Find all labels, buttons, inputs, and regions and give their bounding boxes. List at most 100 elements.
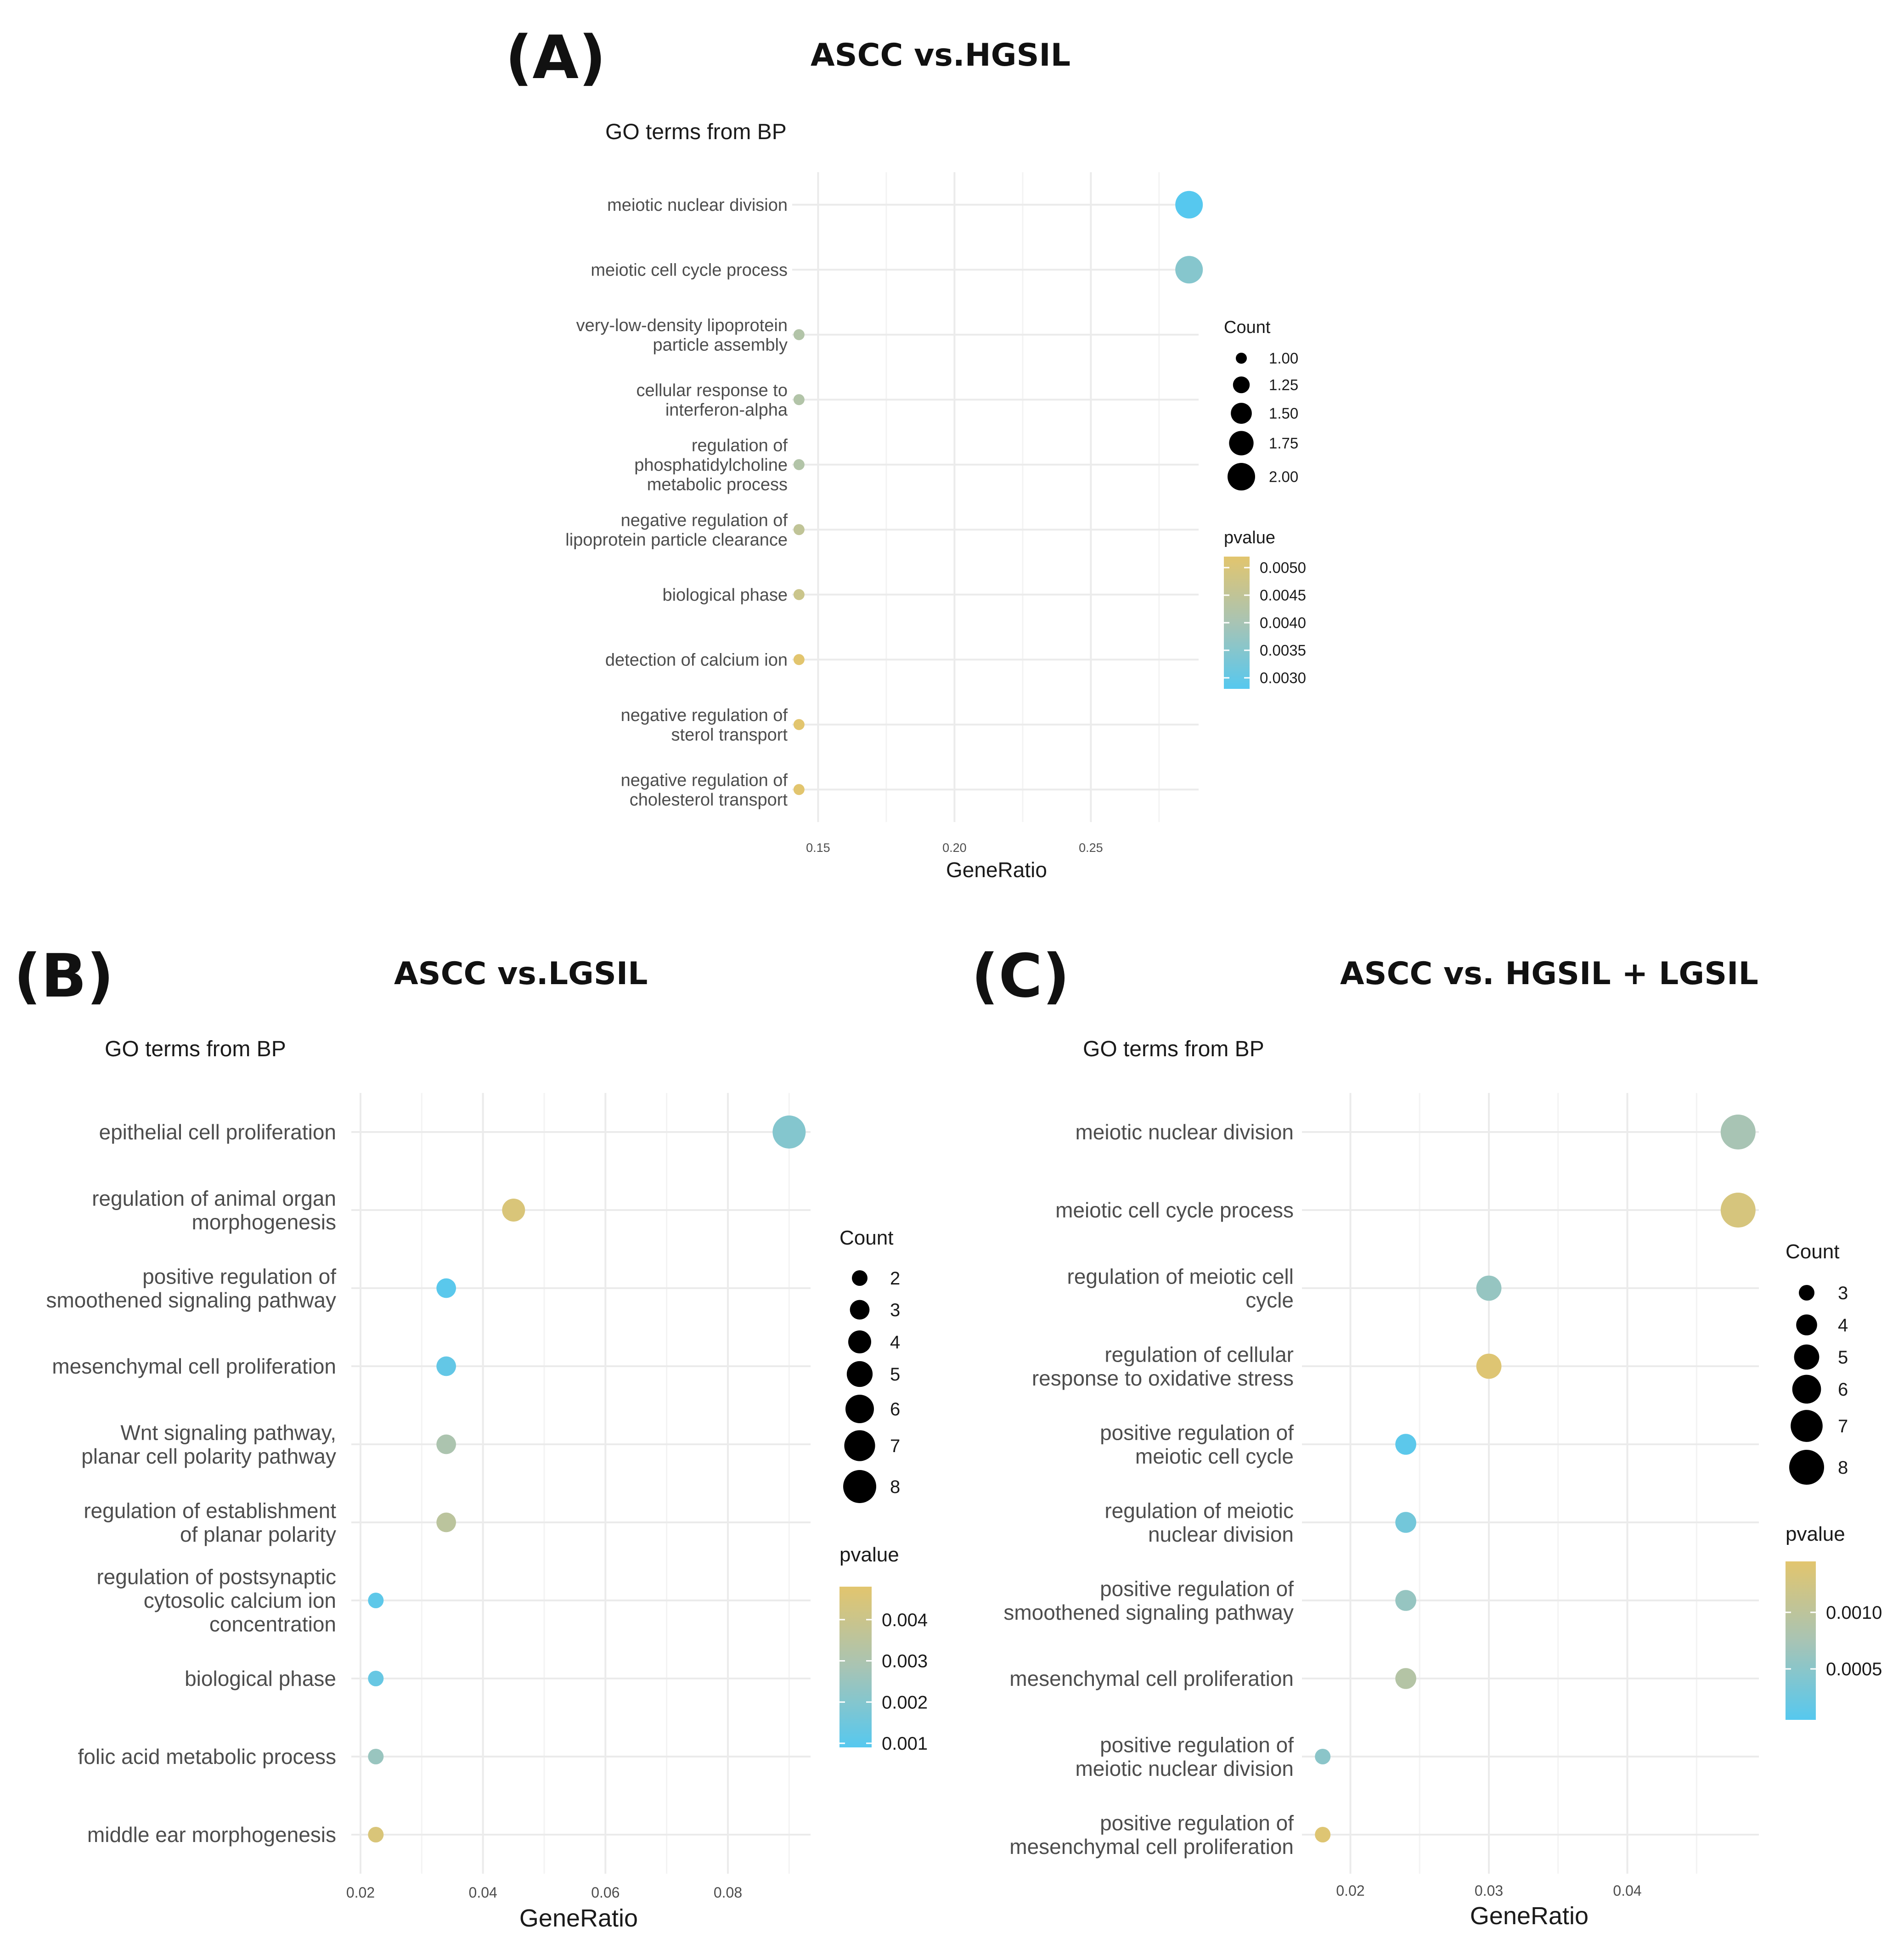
category-label: negative regulation of lipoprotein partic… bbox=[565, 511, 788, 550]
data-point bbox=[1175, 256, 1203, 284]
count-legend-dot bbox=[1228, 463, 1255, 490]
count-legend-label: 6 bbox=[1838, 1380, 1848, 1400]
count-legend-dot bbox=[1231, 403, 1252, 424]
category-label: regulation of cellular response to oxidat… bbox=[1032, 1342, 1294, 1390]
count-legend-dot bbox=[844, 1430, 875, 1461]
pvalue-legend-label: 0.0050 bbox=[1260, 559, 1306, 576]
category-label: cellular response to interferon-alpha bbox=[636, 381, 788, 420]
count-legend-label: 1.75 bbox=[1269, 435, 1298, 452]
category-label: meiotic cell cycle process bbox=[591, 261, 788, 280]
x-tick-label: 0.02 bbox=[1336, 1882, 1364, 1899]
x-axis-label: GeneRatio bbox=[1470, 1902, 1589, 1930]
data-point bbox=[793, 654, 805, 665]
category-label: folic acid metabolic process bbox=[78, 1745, 336, 1769]
count-legend-dot bbox=[845, 1395, 874, 1423]
count-legend-dot bbox=[1233, 376, 1250, 394]
category-label: Wnt signaling pathway, planar cell polari… bbox=[81, 1420, 336, 1468]
category-label: negative regulation of cholesterol transp… bbox=[621, 771, 788, 810]
count-legend-label: 3 bbox=[1838, 1283, 1848, 1303]
data-point bbox=[793, 784, 805, 795]
x-tick-label: 0.03 bbox=[1475, 1882, 1503, 1899]
category-label: biological phase bbox=[185, 1667, 336, 1690]
data-point bbox=[1315, 1749, 1331, 1764]
count-legend-title: Count bbox=[1786, 1240, 1839, 1263]
pvalue-legend-label: 0.0035 bbox=[1260, 642, 1306, 659]
count-legend-dot bbox=[1796, 1314, 1817, 1335]
x-tick-label: 0.06 bbox=[591, 1884, 620, 1901]
count-legend-dot bbox=[846, 1361, 873, 1387]
data-point bbox=[1175, 191, 1203, 219]
data-point bbox=[368, 1827, 384, 1842]
data-point bbox=[368, 1749, 384, 1764]
data-point bbox=[1395, 1668, 1416, 1689]
category-label: meiotic nuclear division bbox=[607, 196, 788, 215]
count-legend-title: Count bbox=[839, 1227, 893, 1249]
x-tick-label: 0.15 bbox=[806, 841, 830, 855]
pvalue-colorbar bbox=[1786, 1561, 1816, 1720]
data-point bbox=[1395, 1434, 1416, 1455]
category-label: middle ear morphogenesis bbox=[87, 1823, 336, 1847]
pvalue-legend-label: 0.0005 bbox=[1826, 1659, 1882, 1679]
count-legend-label: 8 bbox=[890, 1477, 900, 1497]
data-point bbox=[793, 459, 805, 470]
category-label: positive regulation of meiotic nuclear di… bbox=[1075, 1733, 1294, 1780]
data-point bbox=[1476, 1353, 1502, 1379]
panel-b-subtitle: GO terms from BP bbox=[105, 1037, 286, 1061]
category-label: regulation of postsynaptic cytosolic calc… bbox=[96, 1565, 336, 1636]
count-legend-title: Count bbox=[1224, 318, 1271, 337]
pvalue-colorbar bbox=[839, 1587, 872, 1747]
category-label: regulation of establishment of planar pol… bbox=[84, 1498, 336, 1546]
data-point bbox=[1720, 1115, 1756, 1149]
x-tick-label: 0.25 bbox=[1079, 841, 1103, 855]
count-legend-label: 2 bbox=[890, 1268, 900, 1289]
category-label: meiotic nuclear division bbox=[1075, 1120, 1294, 1144]
pvalue-legend-title: pvalue bbox=[839, 1543, 899, 1566]
pvalue-legend-label: 0.001 bbox=[882, 1734, 928, 1754]
data-point bbox=[1720, 1193, 1756, 1228]
category-label: mesenchymal cell proliferation bbox=[1009, 1667, 1294, 1690]
data-point bbox=[793, 394, 805, 406]
count-legend-dot bbox=[1789, 1450, 1824, 1485]
category-label: positive regulation of smoothened signali… bbox=[46, 1264, 336, 1312]
pvalue-legend-title: pvalue bbox=[1786, 1523, 1845, 1545]
count-legend-label: 1.25 bbox=[1269, 377, 1298, 394]
count-legend-label: 5 bbox=[890, 1364, 900, 1385]
data-point bbox=[368, 1593, 384, 1608]
category-label: detection of calcium ion bbox=[605, 651, 788, 670]
count-legend-dot bbox=[1799, 1285, 1814, 1301]
data-point bbox=[793, 329, 805, 340]
panel-a-plot: 0.15 0.20 0.25 GeneRatio meiotic nuclear div… bbox=[565, 172, 1306, 882]
data-point bbox=[793, 589, 805, 600]
category-label: regulation of meiotic nuclear division bbox=[1104, 1498, 1294, 1546]
category-label: meiotic cell cycle process bbox=[1055, 1198, 1294, 1222]
data-point bbox=[436, 1356, 456, 1376]
category-label: regulation of phosphatidylcholine metaboli… bbox=[634, 436, 788, 494]
panel-b-plot: 0.02 0.04 0.06 0.08 GeneRatio epithelial cell… bbox=[46, 1093, 928, 1932]
pvalue-legend-label: 0.002 bbox=[882, 1692, 928, 1712]
count-legend-label: 3 bbox=[890, 1300, 900, 1320]
data-point bbox=[436, 1278, 456, 1298]
x-axis-label: GeneRatio bbox=[946, 858, 1047, 882]
count-legend-dot bbox=[1792, 1374, 1821, 1404]
category-label: mesenchymal cell proliferation bbox=[52, 1354, 336, 1378]
category-label: epithelial cell proliferation bbox=[99, 1120, 336, 1144]
data-point bbox=[502, 1199, 525, 1222]
category-label: biological phase bbox=[662, 586, 788, 605]
panel-c-letter: (C) bbox=[971, 941, 1070, 1011]
x-axis-label: GeneRatio bbox=[519, 1904, 638, 1932]
data-point bbox=[793, 719, 805, 730]
x-tick-label: 0.08 bbox=[714, 1884, 742, 1901]
category-label: regulation of animal organ morphogenesis bbox=[92, 1186, 336, 1234]
pvalue-legend-title: pvalue bbox=[1224, 528, 1275, 547]
data-point bbox=[793, 524, 805, 535]
count-legend-label: 7 bbox=[890, 1436, 900, 1456]
panel-b-letter: (B) bbox=[14, 941, 114, 1011]
count-legend-label: 8 bbox=[1838, 1458, 1848, 1478]
panel-a-letter: (A) bbox=[505, 23, 606, 92]
category-label: positive regulation of meiotic cell cycle bbox=[1100, 1420, 1294, 1468]
data-point bbox=[1395, 1590, 1416, 1611]
pvalue-legend-label: 0.0030 bbox=[1260, 670, 1306, 687]
category-label: regulation of meiotic cell cycle bbox=[1067, 1264, 1294, 1312]
panel-a-title: ASCC vs.HGSIL bbox=[811, 37, 1070, 73]
count-legend-label: 4 bbox=[1838, 1315, 1848, 1335]
